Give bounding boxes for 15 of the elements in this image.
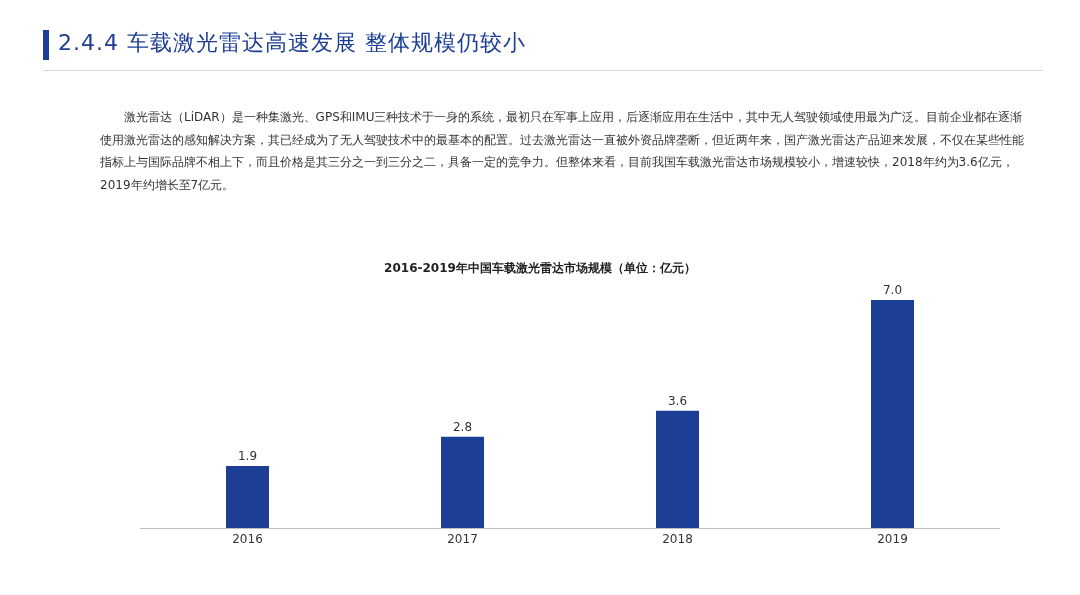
text: 激光雷达（LiDAR）是一种集激光、GPS和IMU三种技术于一身的系统，最初只在军事上应用，后逐渐应用在生活中，其中无人驾驶领域使用最为广泛。目前企业都在逐渐使用激光雷达的感知解决方案，其已经成为了无人驾驶技术中的最基本的配置。过去激光雷达一直被外资品牌垄断，但近两年来，国产激光雷达产品迎来发展，不仅在某些性能指标上与国际品牌不相上下，而且价格是其三分之一到三分之二，具备一定的竞争力。但整体来看，目前我国车载激光雷达市场规模较小，增速较快，2018年约为3.6亿元，2019年约增长至7亿元。	[100, 109, 1025, 194]
data-label: 2.8	[452, 419, 473, 434]
data-label: 3.6	[667, 393, 688, 408]
bar	[226, 466, 269, 528]
chart-title: 2.4.4 车载激光雷达高速发展 整体规模仍较小	[58, 29, 526, 57]
x-tick-label: 2017	[447, 532, 478, 547]
bar	[441, 436, 484, 528]
x-tick-label: 2019	[877, 532, 908, 547]
x-tick-label: 2016	[232, 532, 263, 547]
bar	[656, 410, 699, 528]
data-label: 7.0	[882, 283, 903, 297]
x-tick-label: 2018	[662, 532, 693, 547]
chart-subtitle: 2016-2019年中国车载激光雷达市场规模（单位：亿元）	[384, 261, 696, 276]
bar	[871, 300, 914, 528]
data-label: 1.9	[237, 449, 258, 464]
